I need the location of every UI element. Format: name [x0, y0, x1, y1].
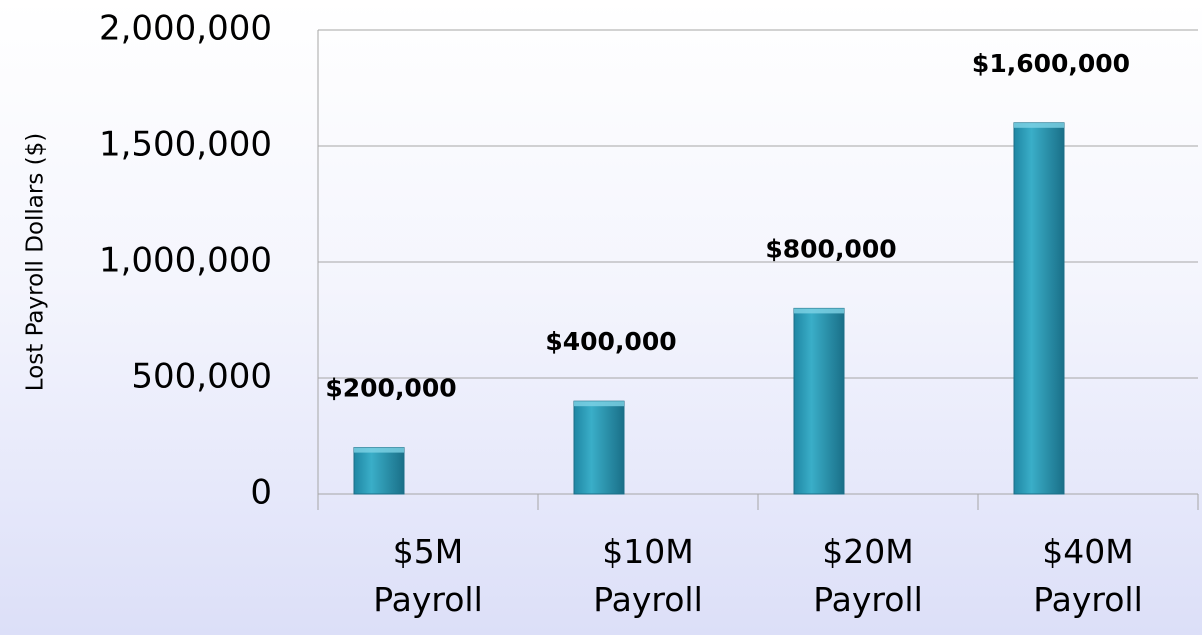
- bar-cap: [574, 401, 624, 407]
- y-tick-label: 1,500,000: [99, 125, 272, 165]
- bar: [793, 307, 845, 495]
- bar: [1013, 122, 1065, 495]
- y-tick-label: 2,000,000: [99, 9, 272, 49]
- data-label: $1,600,000: [972, 49, 1130, 78]
- y-tick-label: 0: [250, 473, 272, 513]
- bar: [353, 447, 405, 495]
- data-label: $200,000: [325, 374, 456, 403]
- bar-cap: [1014, 122, 1064, 128]
- x-tick-label: $20M Payroll: [813, 532, 923, 619]
- bar: [573, 400, 625, 495]
- x-tick-label: $5M Payroll: [373, 532, 483, 619]
- bar-cap: [354, 447, 404, 453]
- x-tick-label: $10M Payroll: [593, 532, 703, 619]
- data-label: $400,000: [545, 327, 676, 356]
- y-axis-title: Lost Payroll Dollars ($): [23, 133, 49, 391]
- bar-cap: [794, 308, 844, 314]
- data-label: $800,000: [765, 234, 896, 263]
- x-tick-label: $40M Payroll: [1033, 532, 1143, 619]
- y-tick-label: 500,000: [131, 357, 272, 397]
- y-tick-label: 1,000,000: [99, 241, 272, 281]
